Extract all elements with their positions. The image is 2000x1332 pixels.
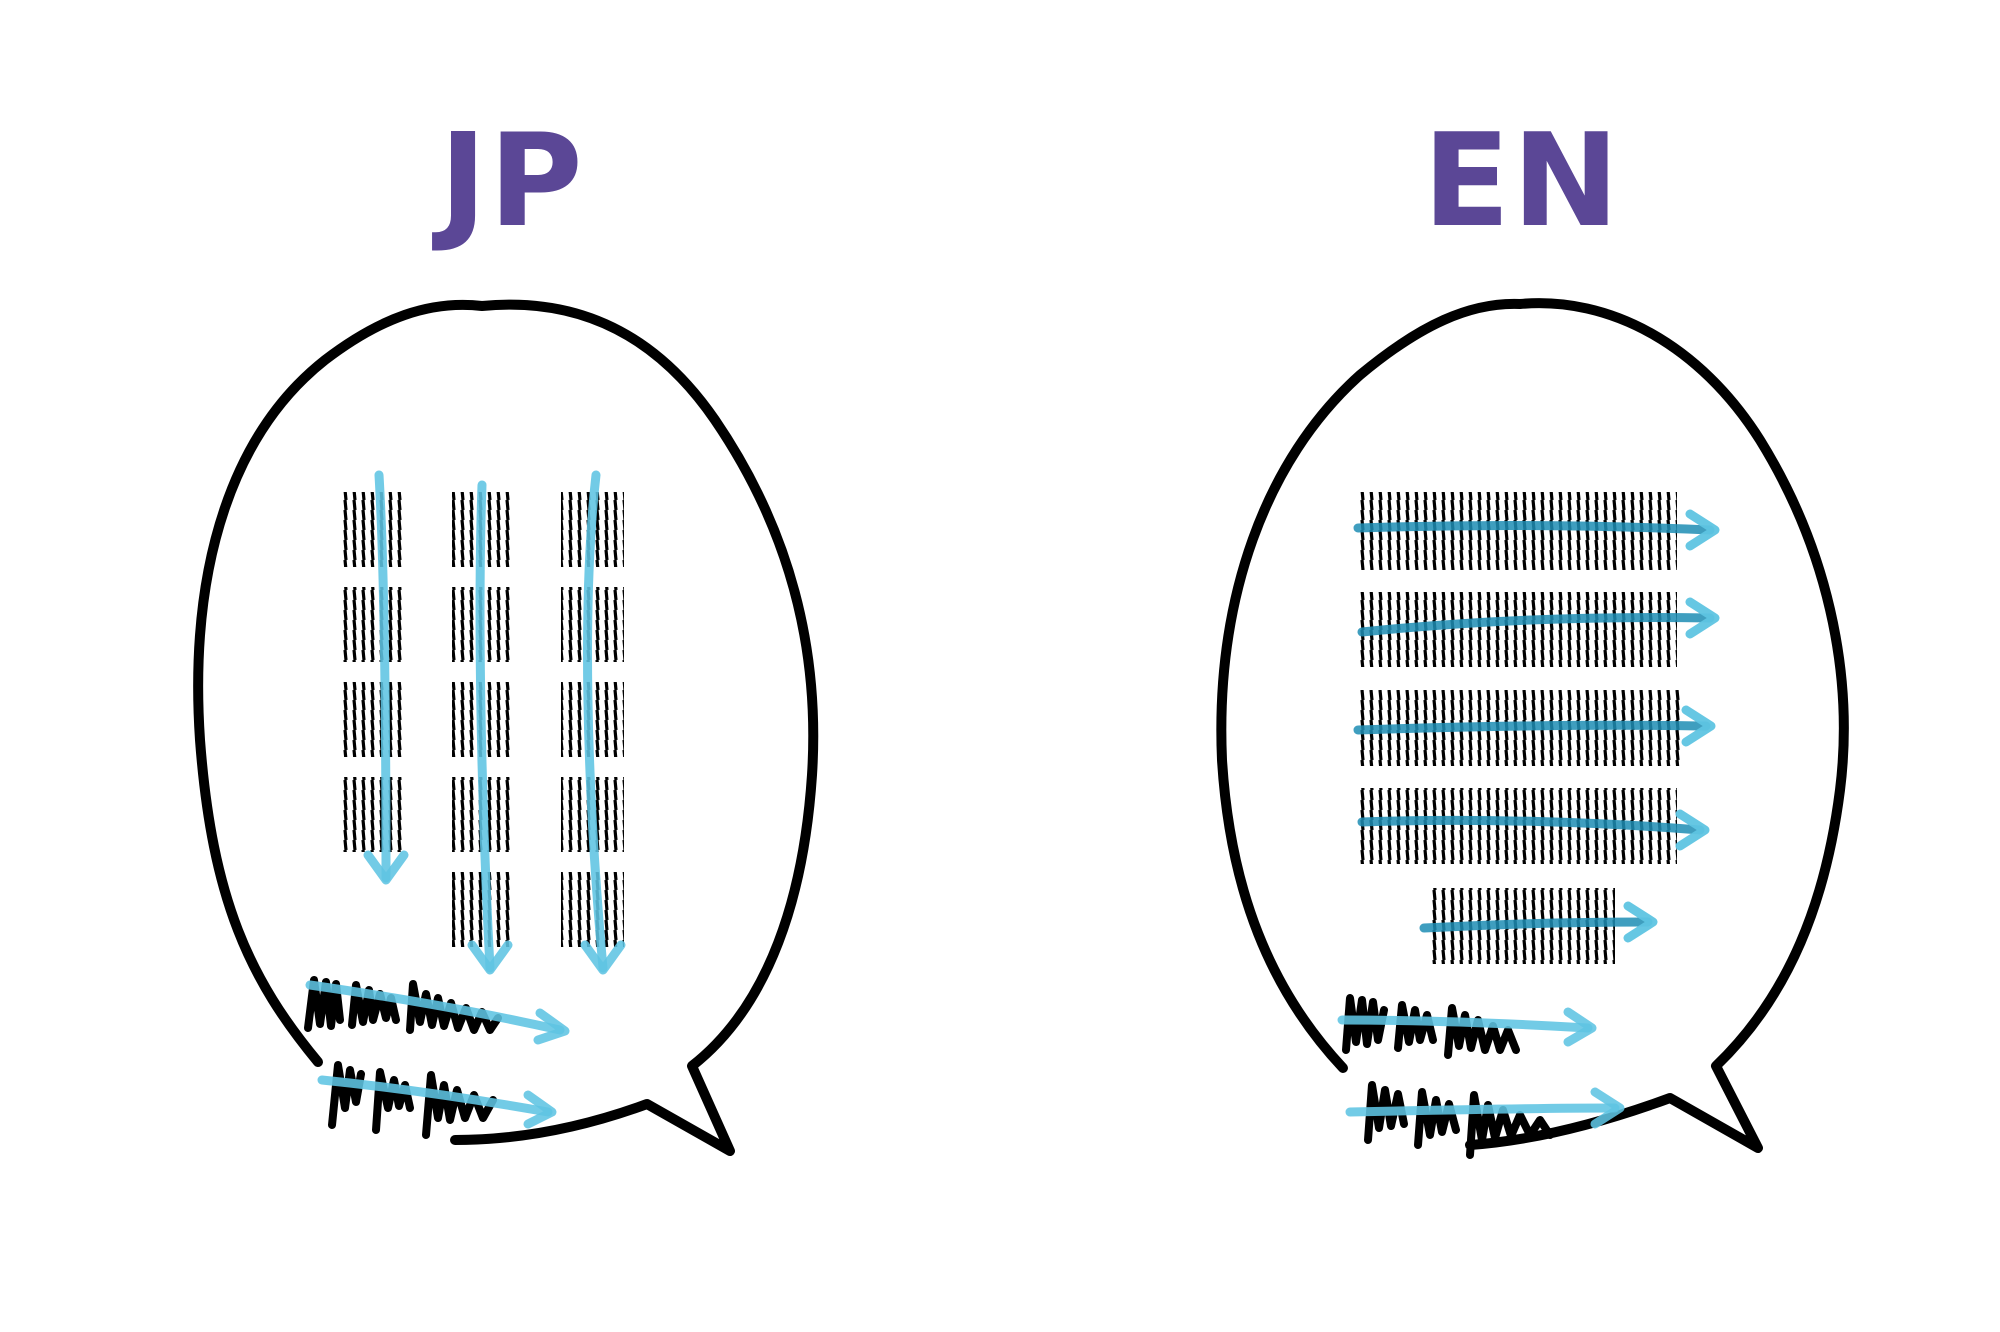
en-arrow-right-icon xyxy=(1345,1103,1620,1117)
en-arrowhead-icon xyxy=(1590,1087,1625,1129)
en-text-line-4 xyxy=(1357,788,1710,864)
en-handwriting-scribble-2 xyxy=(1345,1081,1625,1159)
en-arrow-right-icon xyxy=(1353,720,1711,735)
en-arrowhead-icon xyxy=(1685,509,1720,551)
en-handwriting-scribble-1 xyxy=(1337,994,1597,1059)
jp-text-block xyxy=(343,587,406,662)
en-text-line-5 xyxy=(1419,888,1658,964)
jp-text-column-3 xyxy=(561,470,626,975)
en-text-line-1 xyxy=(1353,492,1720,570)
en-arrow-right-icon xyxy=(1353,521,1715,535)
jp-arrowhead-icon xyxy=(523,1090,557,1129)
en-arrowhead-icon xyxy=(1563,1007,1597,1047)
en-arrow-right-icon xyxy=(1419,917,1653,933)
en-arrowhead-icon xyxy=(1623,901,1658,943)
jp-text-block xyxy=(343,492,406,567)
jp-arrow-down-icon xyxy=(475,480,495,973)
jp-panel: JP xyxy=(193,107,819,1156)
jp-label: JP xyxy=(431,107,584,256)
en-panel: EN xyxy=(1216,107,1849,1159)
jp-arrow-right-icon xyxy=(305,980,565,1035)
jp-text-block xyxy=(343,682,406,757)
en-label: EN xyxy=(1423,107,1622,256)
jp-arrowhead-icon xyxy=(533,1008,570,1045)
en-text-line-2 xyxy=(1357,592,1720,667)
jp-text-block xyxy=(343,777,406,852)
jp-arrowhead-icon xyxy=(580,940,626,975)
jp-handwriting-scribble-1 xyxy=(304,976,570,1045)
jp-arrowhead-icon xyxy=(467,940,513,975)
jp-text-column-2 xyxy=(452,480,514,975)
en-arrow-right-icon xyxy=(1337,1015,1593,1033)
jp-arrow-right-icon xyxy=(317,1075,553,1117)
jp-arrowhead-icon xyxy=(363,850,409,885)
en-arrowhead-icon xyxy=(1675,809,1710,851)
jp-arrow-down-icon xyxy=(374,470,391,883)
en-arrow-right-icon xyxy=(1357,613,1715,637)
en-arrowhead-icon xyxy=(1685,597,1720,639)
jp-text-column-1 xyxy=(343,470,409,885)
en-text-line-3 xyxy=(1353,690,1716,766)
en-arrowhead-icon xyxy=(1681,705,1716,747)
jp-handwriting-scribble-2 xyxy=(317,1061,557,1139)
en-arrow-right-icon xyxy=(1357,815,1705,835)
jp-arrow-down-icon xyxy=(583,470,608,973)
